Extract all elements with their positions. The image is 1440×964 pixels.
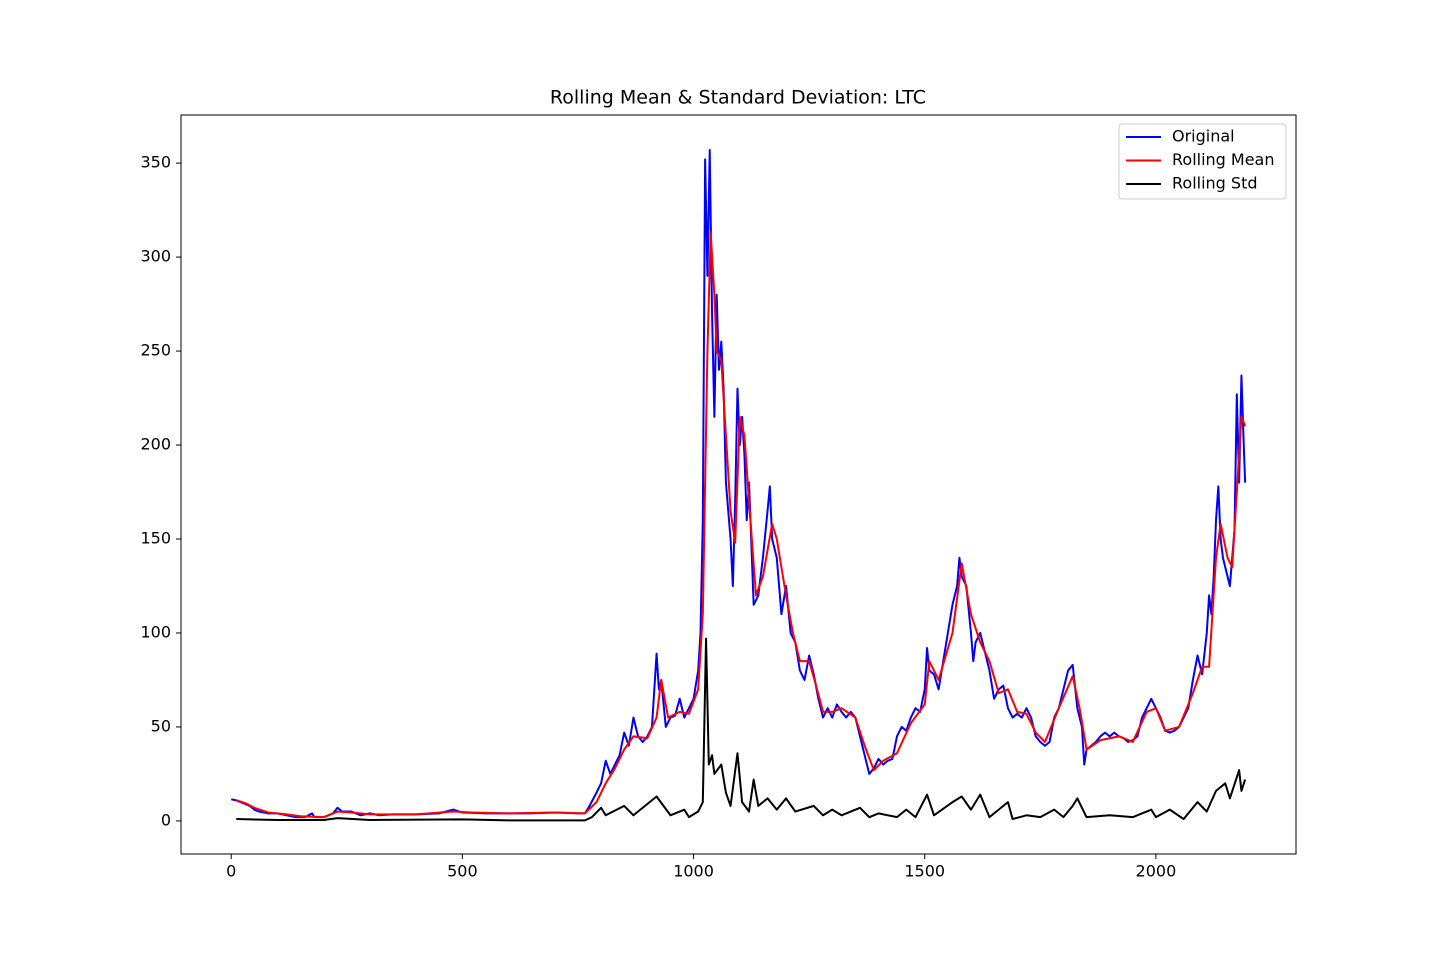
x-tick-label: 0 (226, 862, 236, 881)
y-tick-label: 150 (140, 529, 171, 548)
y-tick-label: 300 (140, 247, 171, 266)
legend-box (1118, 123, 1287, 200)
chart-title: Rolling Mean & Standard Deviation: LTC (550, 87, 926, 109)
legend-label: Rolling Std (1172, 174, 1258, 193)
y-tick-label: 50 (151, 716, 171, 735)
x-tick-label: 2000 (1136, 862, 1177, 881)
plot-frame (180, 114, 1297, 855)
y-tick-label: 200 (140, 435, 171, 454)
y-tick-label: 0 (161, 810, 171, 829)
x-tick-label: 1500 (904, 862, 945, 881)
x-tick-label: 500 (447, 862, 478, 881)
series-line (236, 637, 1247, 822)
y-tick-label: 250 (140, 341, 171, 360)
x-tick-label: 1000 (673, 862, 714, 881)
series-line (235, 231, 1247, 819)
legend-label: Original (1172, 127, 1235, 146)
legend-label: Rolling Mean (1172, 150, 1275, 169)
y-tick-label: 100 (140, 622, 171, 641)
y-tick-label: 350 (140, 153, 171, 172)
